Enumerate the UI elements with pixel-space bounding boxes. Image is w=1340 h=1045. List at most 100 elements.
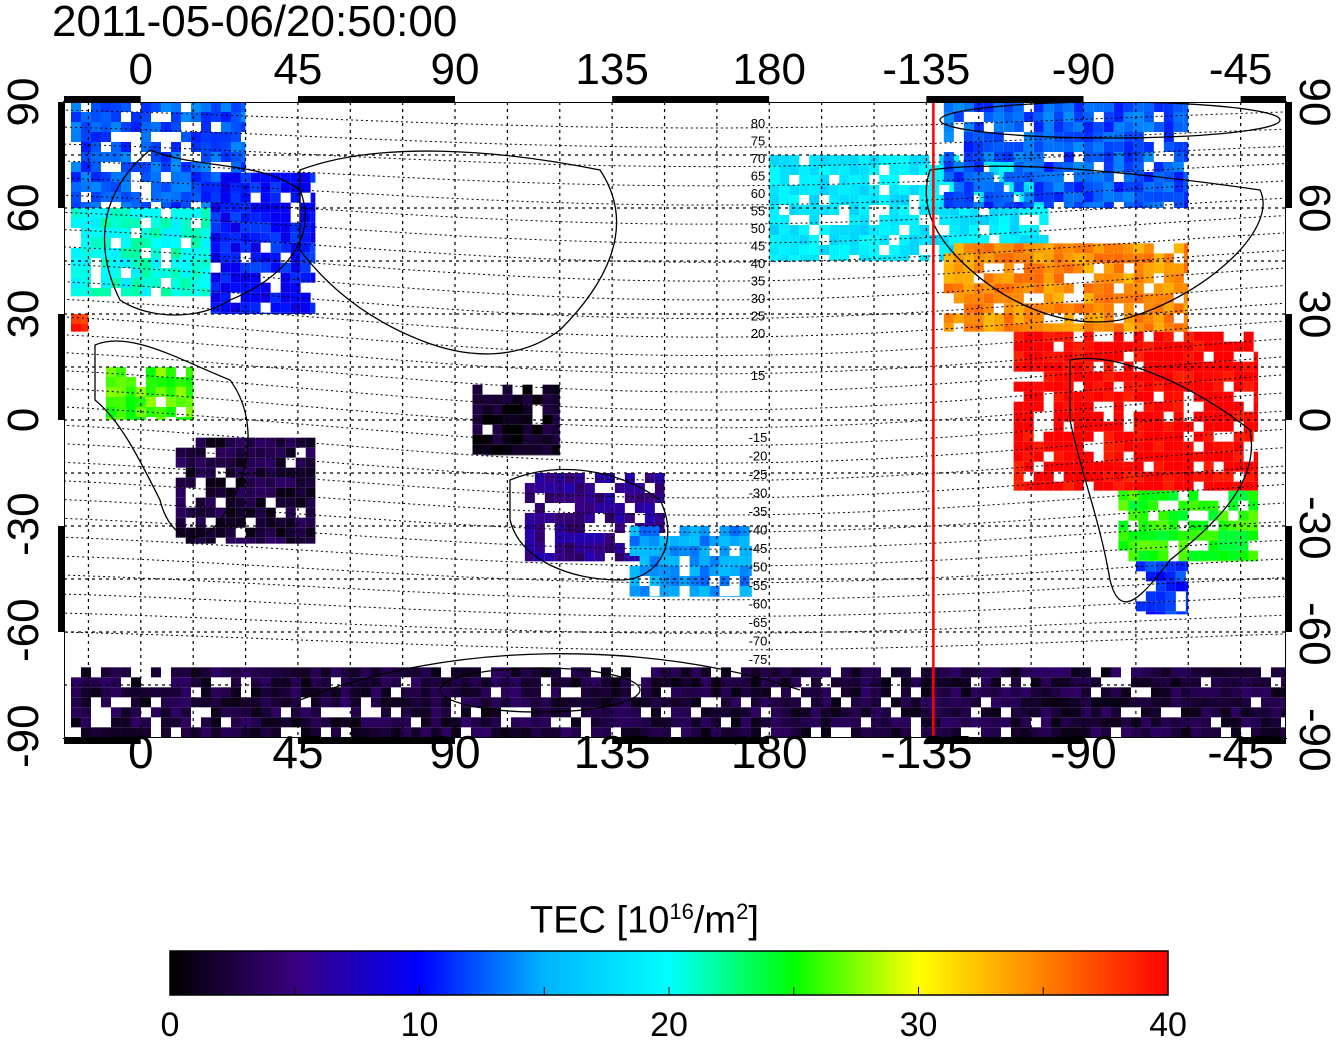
- tec-cell: [340, 677, 351, 688]
- tec-cell: [650, 687, 661, 698]
- tec-cell: [190, 268, 201, 278]
- tec-cell: [180, 727, 191, 738]
- tec-cell: [390, 677, 401, 688]
- tec-cell: [779, 225, 790, 235]
- tec-cell: [100, 288, 111, 297]
- tec-cell: [285, 527, 296, 538]
- tec-cell: [943, 323, 954, 332]
- tec-cell: [1030, 667, 1041, 678]
- tec-cell: [1083, 142, 1094, 152]
- tec-cell: [889, 165, 900, 175]
- tec-cell: [1203, 471, 1214, 482]
- tec-cell: [649, 526, 660, 536]
- tec-cell: [1063, 331, 1074, 342]
- tec-cell: [200, 258, 211, 268]
- tec-cell: [1070, 717, 1081, 728]
- tec-cell: [220, 667, 231, 678]
- tec-cell: [1143, 192, 1154, 202]
- tec-cell: [1053, 401, 1064, 412]
- tec-cell: [1143, 303, 1154, 314]
- tec-cell: [1063, 451, 1074, 462]
- tec-cell: [1033, 441, 1044, 452]
- tec-cell: [1185, 601, 1189, 612]
- tec-cell: [989, 215, 1000, 225]
- tec-cell: [80, 288, 91, 297]
- tec-cell: [990, 717, 1001, 728]
- tec-cell: [700, 707, 711, 718]
- tec-cell: [240, 282, 251, 293]
- tec-cell: [245, 497, 256, 508]
- tec-cell: [245, 477, 256, 488]
- tec-cell: [1223, 391, 1234, 402]
- tec-cell: [980, 667, 991, 678]
- tec-cell: [295, 467, 306, 478]
- tec-cell: [1123, 431, 1134, 442]
- tec-cell: [970, 697, 981, 708]
- tec-cell: [230, 132, 241, 142]
- tec-cell: [949, 155, 960, 165]
- tec-cell: [1120, 727, 1131, 738]
- tec-cell: [1083, 283, 1094, 294]
- tec-cell: [594, 533, 605, 543]
- tec-cell: [1193, 331, 1204, 342]
- tec-cell: [532, 444, 543, 455]
- tec-cell: [180, 192, 191, 202]
- tec-cell: [195, 537, 206, 544]
- tec-cell: [220, 192, 231, 203]
- tec-cell: [225, 507, 236, 518]
- tec-cell: [120, 218, 131, 228]
- tec-cell: [650, 727, 661, 738]
- tec-cell: [1040, 667, 1051, 678]
- tec-cell: [950, 727, 961, 738]
- tec-cell: [110, 727, 121, 738]
- tec-cell: [310, 212, 316, 223]
- tec-cell: [789, 235, 800, 245]
- tec-cell: [963, 303, 974, 314]
- tec-cell: [270, 717, 281, 728]
- tec-cell: [265, 437, 276, 448]
- tec-cell: [1080, 707, 1091, 718]
- tec-cell: [120, 182, 131, 192]
- tec-cell: [1070, 697, 1081, 708]
- tec-cell: [90, 122, 101, 132]
- contour-label: -20: [749, 449, 768, 464]
- tec-cell: [280, 282, 291, 293]
- tec-cell: [542, 454, 553, 456]
- contour-label: -15: [749, 430, 768, 445]
- tec-cell: [1123, 461, 1134, 472]
- tec-cell: [220, 262, 231, 273]
- tec-cell: [552, 404, 560, 415]
- tec-cell: [310, 192, 316, 203]
- tec-cell: [90, 218, 101, 228]
- tec-cell: [1233, 441, 1244, 452]
- tec-cell: [205, 477, 216, 488]
- tec-cell: [295, 487, 306, 498]
- tec-cell: [1145, 591, 1156, 602]
- tec-cell: [290, 667, 301, 678]
- tec-cell: [300, 312, 311, 314]
- tec-cell: [849, 185, 860, 195]
- tec-cell: [1093, 341, 1104, 352]
- tec-cell: [1200, 727, 1211, 738]
- tec-cell: [1200, 667, 1211, 678]
- tec-cell: [534, 483, 545, 493]
- tec-cell: [110, 228, 121, 238]
- tec-cell: [1153, 313, 1164, 324]
- tec-cell: [1233, 451, 1244, 462]
- tec-cell: [110, 102, 121, 112]
- tec-cell: [130, 727, 141, 738]
- tec-cell: [1133, 461, 1144, 472]
- tec-cell: [522, 444, 533, 455]
- tec-cell: [1053, 481, 1064, 491]
- tec-cell: [1163, 122, 1174, 132]
- left-latitude-tick-label: -30: [0, 492, 48, 556]
- tec-cell: [130, 707, 141, 718]
- tec-cell: [1053, 411, 1064, 422]
- tec-cell: [690, 677, 701, 688]
- tec-cell: [869, 185, 880, 195]
- tec-cell: [1138, 500, 1149, 511]
- tec-cell: [170, 152, 181, 162]
- tec-cell: [1073, 441, 1084, 452]
- tec-cell: [552, 444, 560, 455]
- tec-cell: [970, 717, 981, 728]
